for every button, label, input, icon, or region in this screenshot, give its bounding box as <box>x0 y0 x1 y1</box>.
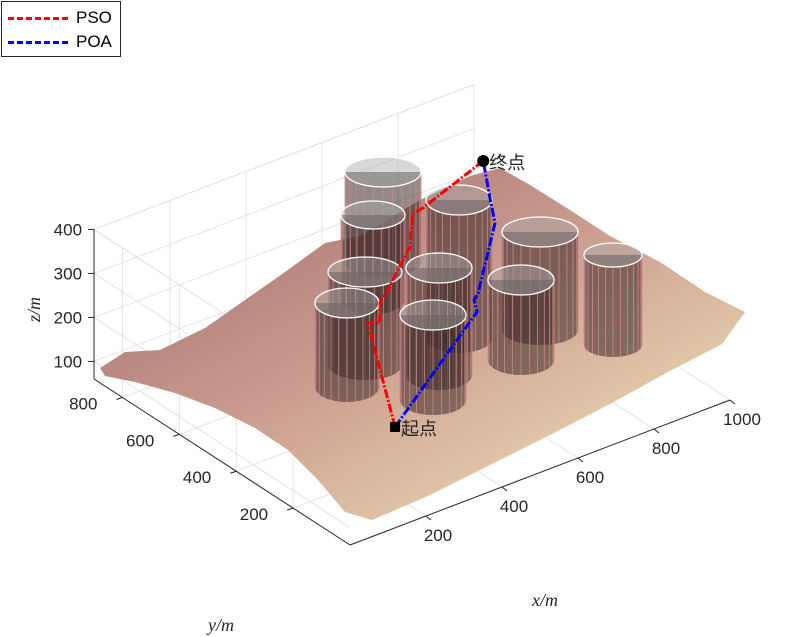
cylinder-top <box>340 200 406 230</box>
cylinder-top <box>501 216 579 248</box>
y-tick-label: 600 <box>126 431 154 450</box>
z-axis-label: z/m <box>24 297 44 323</box>
cylinder-top <box>344 156 422 188</box>
x-tick-label: 1000 <box>723 410 761 429</box>
legend-label-pso: PSO <box>76 8 112 27</box>
obstacle-cylinder <box>487 264 555 375</box>
legend-item-poa[interactable]: POA <box>8 32 112 52</box>
y-tick-label: 400 <box>183 468 211 487</box>
y-tick <box>230 470 237 474</box>
grid-line <box>93 127 475 274</box>
obstacle-cylinder <box>583 242 643 357</box>
z-tick-label: 200 <box>54 308 82 327</box>
z-tick-label: 400 <box>54 220 82 239</box>
legend-swatch-poa <box>8 40 68 44</box>
end-label: 终点 <box>489 153 525 174</box>
path-pso <box>365 159 485 428</box>
cylinder-top <box>314 287 380 319</box>
y-tick <box>116 397 123 400</box>
grid-line <box>93 361 351 528</box>
cylinder-top <box>487 264 555 296</box>
x-tick <box>653 428 660 434</box>
legend-label-poa: POA <box>76 32 112 51</box>
cylinder-top <box>399 299 467 331</box>
obstacle-cylinder <box>314 287 380 402</box>
y-tick <box>173 433 180 437</box>
x-axis-line <box>349 399 731 546</box>
axes: 200 400 600 800 1000 200 400 600 800 100 200 300 400 <box>54 220 761 546</box>
x-tick <box>501 486 508 492</box>
cylinder-top <box>425 184 493 216</box>
start-marker <box>390 421 401 432</box>
cylinder-top <box>327 256 403 288</box>
cylinder-top <box>583 242 643 268</box>
legend-swatch-pso <box>8 16 68 20</box>
x-tick <box>577 457 584 463</box>
z-tick-label: 100 <box>54 352 82 371</box>
z-tick-label: 300 <box>54 264 82 283</box>
end-marker <box>477 154 490 167</box>
x-tick-label: 800 <box>652 439 680 458</box>
x-tick <box>425 515 432 521</box>
y-tick <box>286 507 294 511</box>
y-axis-line <box>93 378 351 546</box>
path-poa <box>393 160 497 428</box>
y-axis-label: y/m <box>206 615 234 635</box>
x-tick-label: 600 <box>576 468 604 487</box>
x-tick-label: 200 <box>424 526 452 545</box>
cylinder-top <box>405 252 473 284</box>
obstacle-cylinder <box>399 299 467 415</box>
x-axis-label: x/m <box>531 590 558 610</box>
grid-line <box>93 83 475 230</box>
y-tick-label: 800 <box>69 394 97 413</box>
legend-item-pso[interactable]: PSO <box>8 8 112 28</box>
start-label: 起点 <box>401 419 437 440</box>
legend[interactable]: PSO POA <box>1 1 121 57</box>
paths <box>365 159 497 428</box>
y-tick-label: 200 <box>240 505 268 524</box>
x-tick-label: 400 <box>500 497 528 516</box>
x-tick <box>729 399 736 405</box>
